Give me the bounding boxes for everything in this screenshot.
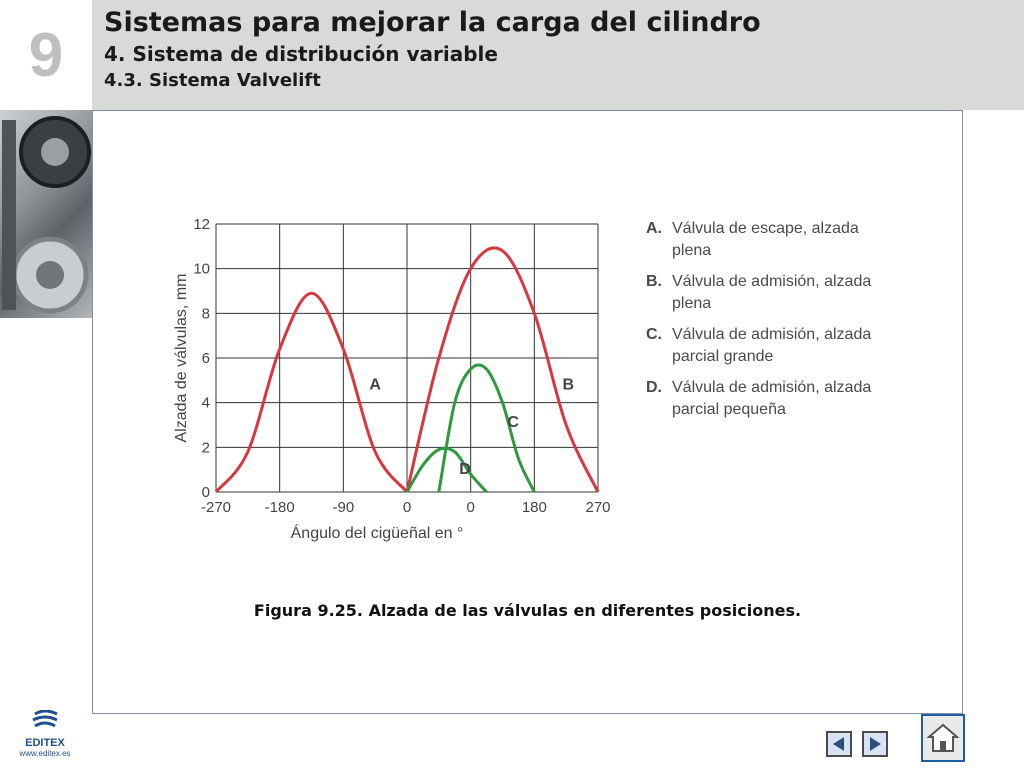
arrow-right-icon (870, 737, 881, 751)
x-tick-label: 0 (466, 499, 474, 516)
header-bar: 9 Sistemas para mejorar la carga del cil… (0, 0, 1024, 110)
editex-logo-icon (32, 709, 58, 728)
engine-gear-photo (0, 110, 92, 318)
previous-slide-button[interactable] (826, 731, 852, 757)
x-tick-label: 0 (403, 499, 411, 516)
logo-url: www.editex.es (19, 749, 71, 758)
legend-key-c: C. (646, 326, 662, 343)
next-slide-button[interactable] (862, 731, 888, 757)
legend-text-c: Válvula de admisión, alzada parcial gran… (672, 326, 872, 365)
series-label-b: B (563, 376, 575, 393)
legend-key-b: B. (646, 273, 662, 290)
legend-text-d: Válvula de admisión, alzada parcial pequ… (672, 379, 872, 418)
y-tick-label: 12 (193, 216, 210, 233)
y-tick-label: 10 (193, 261, 210, 278)
content-frame (92, 110, 963, 714)
legend-entry-d: D. Válvula de admisión, alzada parcial p… (646, 377, 872, 421)
y-tick-label: 2 (202, 439, 210, 456)
series-line-b (405, 246, 600, 493)
y-tick-label: 8 (202, 305, 210, 322)
legend-text-a: Válvula de escape, alzada plena (672, 220, 859, 259)
legend-entry-a: A. Válvula de escape, alzada plena (646, 218, 872, 262)
x-tick-label: 270 (585, 499, 610, 516)
home-button[interactable] (921, 714, 965, 762)
legend-key-a: A. (646, 220, 662, 237)
legend-key-d: D. (646, 379, 662, 396)
x-tick-label: 180 (522, 499, 547, 516)
x-axis-label: Ángulo del cigüeñal en ° (291, 523, 464, 542)
y-tick-label: 0 (202, 484, 210, 501)
x-tick-label: -180 (265, 499, 295, 516)
title-block: Sistemas para mejorar la carga del cilin… (104, 6, 761, 94)
page-title: Sistemas para mejorar la carga del cilin… (104, 7, 761, 38)
editex-logo: EDITEX www.editex.es (14, 709, 76, 758)
figure-caption: Figura 9.25. Alzada de las válvulas en d… (253, 601, 802, 620)
legend-text-b: Válvula de admisión, alzada plena (672, 273, 872, 312)
legend-entry-b: B. Válvula de admisión, alzada plena (646, 271, 872, 315)
valve-lift-chart: -270 -180 -90 0 0 180 270 0 2 4 6 8 10 12 A B C D Ángulo … (173, 216, 611, 542)
x-tick-label: -270 (201, 499, 231, 516)
y-axis-label: Alzada de válvulas, mm (173, 274, 190, 443)
series-line-c (437, 363, 536, 493)
series-line-d (405, 446, 488, 494)
home-icon (927, 723, 959, 752)
y-tick-label: 4 (202, 395, 210, 412)
page-subtitle: 4. Sistema de distribución variable (104, 42, 498, 66)
arrow-left-icon (833, 737, 844, 751)
x-tick-label: -90 (332, 499, 354, 516)
y-tick-label: 6 (202, 350, 210, 367)
series-label-a: A (369, 376, 381, 393)
chapter-number: 9 (0, 0, 92, 110)
logo-name: EDITEX (25, 737, 65, 749)
chart-legend: A. Válvula de escape, alzada plena B. Vá… (646, 218, 872, 430)
series-label-c: C (507, 414, 519, 431)
series-line-a (214, 291, 409, 493)
legend-entry-c: C. Válvula de admisión, alzada parcial g… (646, 324, 872, 368)
page-subsubtitle: 4.3. Sistema Valvelift (104, 70, 321, 91)
series-label-d: D (459, 461, 471, 478)
